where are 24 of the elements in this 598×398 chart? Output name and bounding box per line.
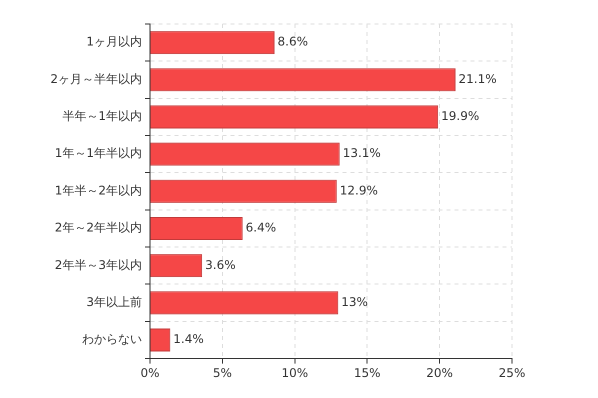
data-label: 21.1%: [458, 72, 497, 86]
x-tick-label: 5%: [212, 366, 232, 380]
y-tick-label: 1年～1年半以内: [54, 146, 142, 160]
y-tick-label: 3年以上前: [86, 294, 142, 309]
x-tick-label: 20%: [426, 366, 453, 380]
data-label: 13.1%: [342, 146, 381, 160]
x-tick-label: 15%: [354, 366, 381, 380]
data-label: 6.4%: [246, 220, 276, 235]
x-tick-label: 10%: [281, 366, 308, 380]
data-label: 19.9%: [441, 109, 480, 124]
data-label: 1.4%: [173, 332, 204, 346]
y-tick-label: 2年半～3年以内: [54, 258, 142, 272]
y-tick-label: 1ヶ月以内: [86, 34, 142, 49]
y-tick-label: 2ヶ月～半年以内: [50, 72, 142, 86]
data-label: 3.6%: [205, 258, 236, 272]
y-tick-label: 1年半～2年以内: [54, 183, 142, 198]
y-tick-label: わからない: [82, 332, 142, 346]
data-label: 13%: [341, 294, 368, 309]
y-tick-label: 2年～2年半以内: [54, 220, 142, 235]
x-tick-label: 0%: [140, 366, 160, 380]
y-tick-label: 半年～1年以内: [62, 109, 142, 124]
data-label: 8.6%: [278, 34, 308, 49]
data-label: 12.9%: [340, 183, 378, 198]
x-tick-label: 25%: [498, 366, 526, 380]
